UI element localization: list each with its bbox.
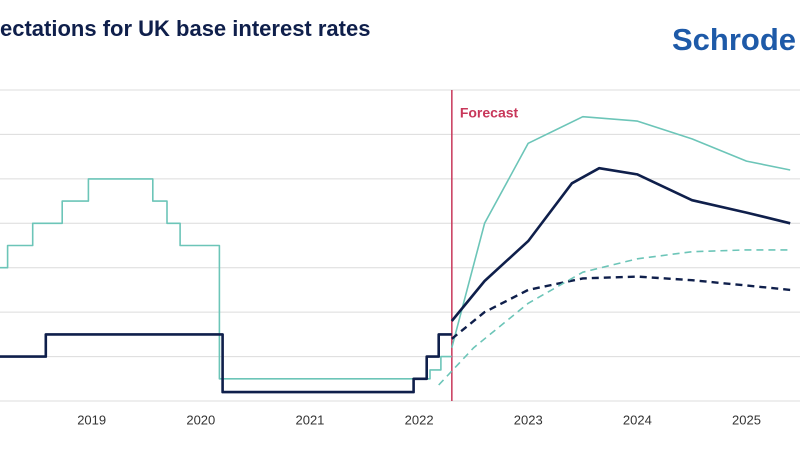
series-line [438,249,791,386]
series-line [0,178,452,380]
series-line [0,333,452,394]
x-tick-label: 2024 [623,412,652,427]
series-line [451,115,791,348]
logo: Schrode [672,22,796,57]
x-tick-label: 2019 [77,412,106,427]
chart-title: ectations for UK base interest rates [0,16,370,41]
x-tick-label: 2020 [186,412,215,427]
x-tick-label: 2021 [295,412,324,427]
series-line [450,166,791,322]
forecast-label: Forecast [460,105,519,121]
x-tick-label: 2023 [514,412,543,427]
x-tick-label: 2025 [732,412,761,427]
x-tick-label: 2022 [405,412,434,427]
series-line [451,275,791,340]
